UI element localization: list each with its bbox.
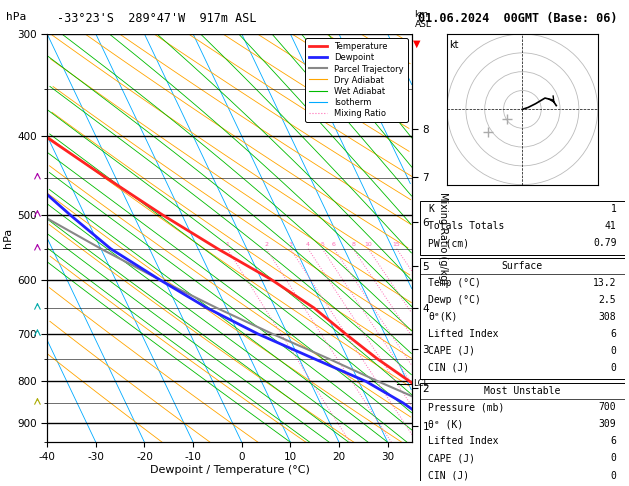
Text: 308: 308 <box>599 312 616 322</box>
Bar <box>420 383 625 486</box>
Text: ▼: ▼ <box>413 39 421 49</box>
Text: Dewp (°C): Dewp (°C) <box>428 295 481 305</box>
Text: 15: 15 <box>392 242 401 247</box>
Text: 0: 0 <box>611 363 616 373</box>
Text: 5: 5 <box>320 242 324 247</box>
Text: 6: 6 <box>611 436 616 446</box>
Text: 41: 41 <box>604 221 616 231</box>
Text: 6: 6 <box>611 329 616 339</box>
Text: Most Unstable: Most Unstable <box>484 386 560 396</box>
Bar <box>420 201 625 255</box>
Text: 3: 3 <box>288 242 292 247</box>
Text: 6: 6 <box>332 242 336 247</box>
Text: 01.06.2024  00GMT (Base: 06): 01.06.2024 00GMT (Base: 06) <box>418 12 618 25</box>
Text: 4: 4 <box>306 242 310 247</box>
Text: LCL: LCL <box>413 379 428 388</box>
Text: Totals Totals: Totals Totals <box>428 221 504 231</box>
Text: 10: 10 <box>364 242 372 247</box>
Text: 1: 1 <box>225 242 229 247</box>
Text: Lifted Index: Lifted Index <box>428 329 499 339</box>
Text: 2: 2 <box>264 242 268 247</box>
Bar <box>420 258 625 380</box>
Text: 0.79: 0.79 <box>593 238 616 248</box>
Y-axis label: Mixing Ratio (g/kg): Mixing Ratio (g/kg) <box>438 192 448 284</box>
Text: θᵉ (K): θᵉ (K) <box>428 419 464 429</box>
Legend: Temperature, Dewpoint, Parcel Trajectory, Dry Adiabat, Wet Adiabat, Isotherm, Mi: Temperature, Dewpoint, Parcel Trajectory… <box>305 38 408 122</box>
Text: 2.5: 2.5 <box>599 295 616 305</box>
X-axis label: Dewpoint / Temperature (°C): Dewpoint / Temperature (°C) <box>150 465 309 475</box>
Y-axis label: hPa: hPa <box>3 228 13 248</box>
Text: -33°23'S  289°47'W  917m ASL: -33°23'S 289°47'W 917m ASL <box>57 12 256 25</box>
Text: CAPE (J): CAPE (J) <box>428 346 476 356</box>
Text: 0: 0 <box>611 346 616 356</box>
Text: 0: 0 <box>611 470 616 481</box>
Text: 13.2: 13.2 <box>593 278 616 288</box>
Text: Lifted Index: Lifted Index <box>428 436 499 446</box>
Text: 1: 1 <box>611 204 616 214</box>
Text: 8: 8 <box>351 242 355 247</box>
Text: km
ASL: km ASL <box>415 10 431 29</box>
Text: CAPE (J): CAPE (J) <box>428 453 476 464</box>
Text: CIN (J): CIN (J) <box>428 363 469 373</box>
Text: PW (cm): PW (cm) <box>428 238 469 248</box>
Text: 309: 309 <box>599 419 616 429</box>
Text: K: K <box>428 204 434 214</box>
Text: 700: 700 <box>599 402 616 412</box>
Text: Surface: Surface <box>502 261 543 271</box>
Text: CIN (J): CIN (J) <box>428 470 469 481</box>
Text: kt: kt <box>449 40 459 50</box>
Text: hPa: hPa <box>6 12 26 22</box>
Text: Temp (°C): Temp (°C) <box>428 278 481 288</box>
Text: θᵉ(K): θᵉ(K) <box>428 312 458 322</box>
Text: 0: 0 <box>611 453 616 464</box>
Text: Pressure (mb): Pressure (mb) <box>428 402 504 412</box>
